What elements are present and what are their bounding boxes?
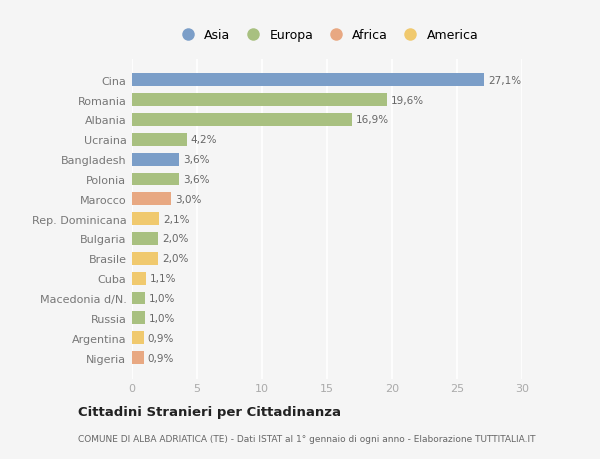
Text: 0,9%: 0,9% [148, 333, 174, 343]
Text: 3,0%: 3,0% [175, 195, 201, 204]
Bar [132, 94, 387, 107]
Legend: Asia, Europa, Africa, America: Asia, Europa, Africa, America [176, 29, 478, 42]
Text: 4,2%: 4,2% [191, 135, 217, 145]
Text: COMUNE DI ALBA ADRIATICA (TE) - Dati ISTAT al 1° gennaio di ogni anno - Elaboraz: COMUNE DI ALBA ADRIATICA (TE) - Dati IST… [78, 434, 536, 442]
Bar [132, 114, 352, 127]
Bar [132, 351, 144, 364]
Bar [132, 173, 179, 186]
Bar [132, 74, 484, 87]
Text: Cittadini Stranieri per Cittadinanza: Cittadini Stranieri per Cittadinanza [78, 405, 341, 419]
Bar [132, 312, 145, 325]
Bar [132, 134, 187, 146]
Text: 1,0%: 1,0% [149, 293, 175, 303]
Text: 1,1%: 1,1% [150, 274, 176, 284]
Bar [132, 193, 171, 206]
Text: 2,0%: 2,0% [162, 254, 188, 264]
Text: 3,6%: 3,6% [182, 155, 209, 165]
Text: 19,6%: 19,6% [391, 95, 424, 106]
Bar [132, 153, 179, 166]
Text: 27,1%: 27,1% [488, 76, 521, 85]
Bar [132, 213, 160, 226]
Text: 3,6%: 3,6% [182, 174, 209, 185]
Bar [132, 272, 146, 285]
Text: 2,1%: 2,1% [163, 214, 190, 224]
Bar [132, 292, 145, 305]
Bar [132, 233, 158, 246]
Text: 0,9%: 0,9% [148, 353, 174, 363]
Text: 1,0%: 1,0% [149, 313, 175, 323]
Text: 16,9%: 16,9% [356, 115, 389, 125]
Text: 2,0%: 2,0% [162, 234, 188, 244]
Bar [132, 331, 144, 344]
Bar [132, 252, 158, 265]
